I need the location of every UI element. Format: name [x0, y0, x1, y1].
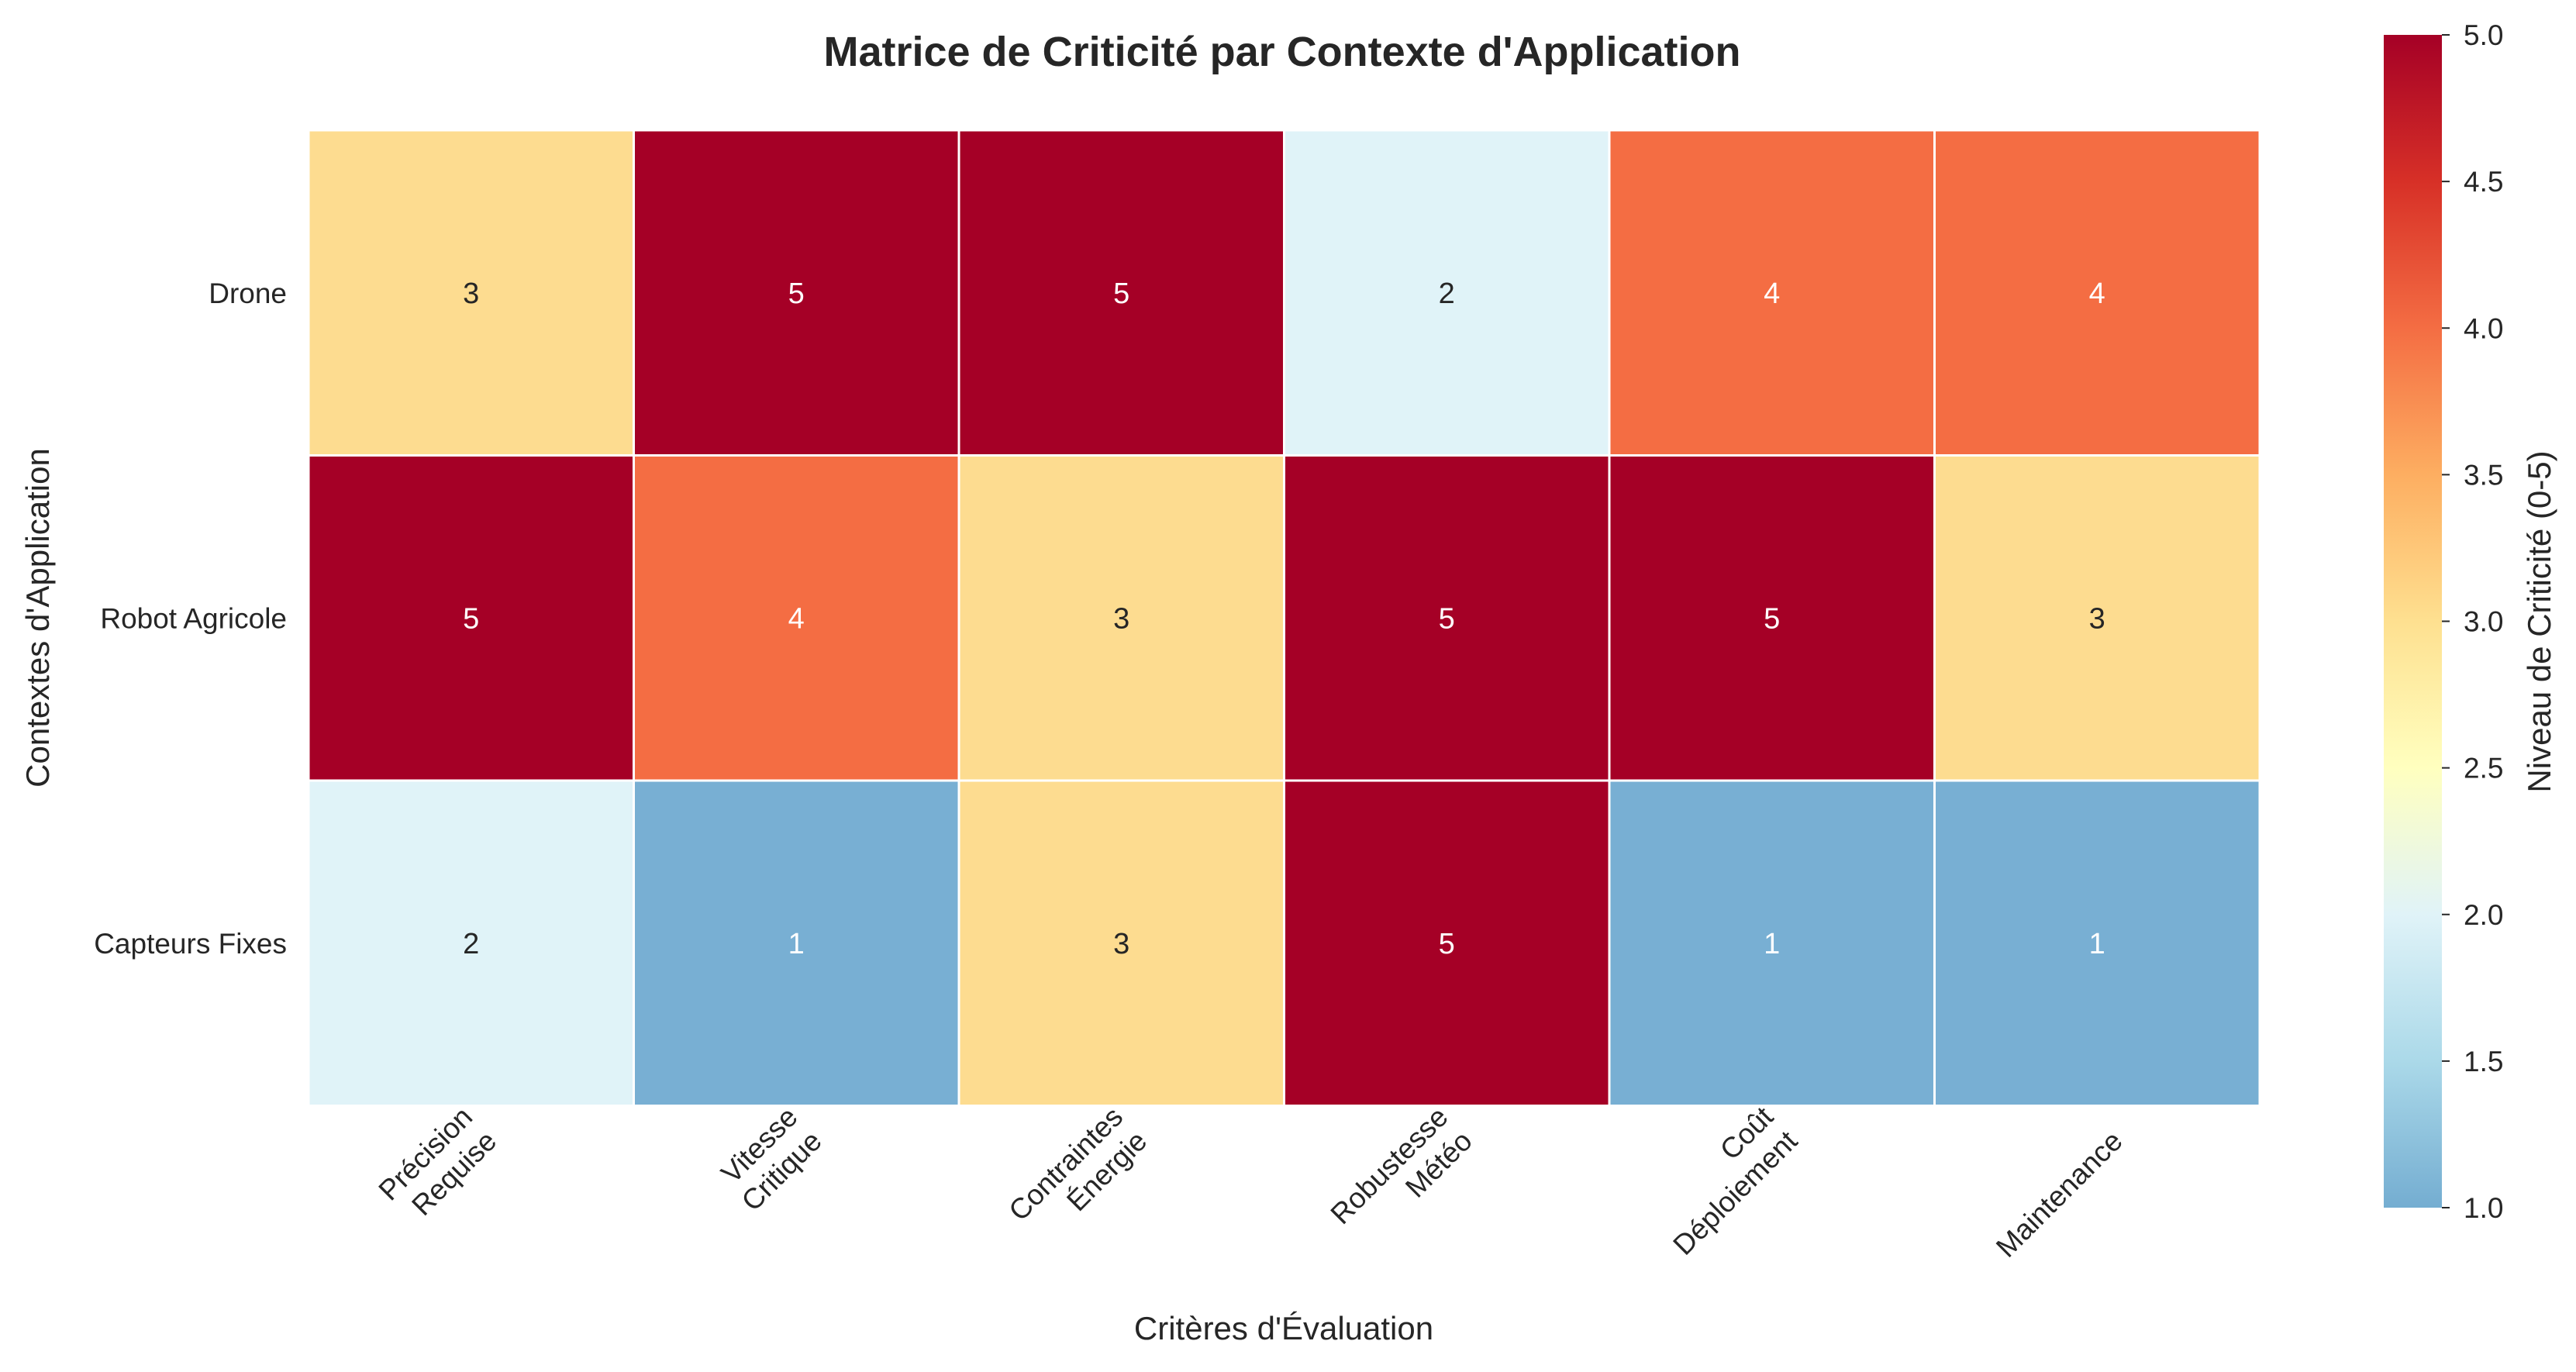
cell-value-label: 2: [463, 928, 479, 960]
heatmap-cell: [633, 129, 960, 457]
cell-value-label: 1: [1764, 928, 1780, 960]
colorbar-tick-label: 2.5: [2464, 753, 2503, 784]
cell-value-label: 5: [788, 278, 805, 310]
heatmap-cell: [957, 129, 1285, 457]
cell-value-label: 1: [788, 928, 805, 960]
x-tick-label: ContraintesÉnergie: [1002, 1101, 1153, 1251]
cell-value-label: 5: [1439, 928, 1455, 960]
colorbar-tick-label: 5.0: [2464, 19, 2503, 51]
y-tick-labels: Drone Robot Agricole Capteurs Fixes: [94, 278, 287, 960]
heatmap-cell: [1283, 129, 1611, 457]
cell-value-label: 3: [1113, 928, 1129, 960]
x-tick-label: CoûtDéploiement: [1643, 1100, 1804, 1261]
colorbar-tick-label: 1.5: [2464, 1046, 2503, 1077]
y-axis-label: Contextes d'Application: [19, 448, 56, 788]
heatmap-cells: [307, 129, 2261, 1107]
cell-value-label: 4: [2089, 278, 2105, 310]
heatmap-cell: [1933, 129, 2261, 457]
svg-text:CoûtDéploiement: CoûtDéploiement: [1643, 1100, 1804, 1261]
x-tick-label: PrécisionRequise: [373, 1101, 503, 1231]
heatmap-cell: [1608, 779, 1936, 1107]
cell-value-label: 5: [1113, 278, 1129, 310]
heatmap-cell: [1608, 129, 1936, 457]
colorbar-tick-label: 1.0: [2464, 1192, 2503, 1224]
svg-text:PrécisionRequise: PrécisionRequise: [373, 1101, 503, 1231]
heatmap-cell: [1283, 779, 1611, 1107]
heatmap-cell: [307, 129, 635, 457]
heatmap-cell: [1283, 454, 1611, 782]
cell-value-label: 4: [1764, 278, 1780, 310]
colorbar-tick-label: 4.5: [2464, 166, 2503, 198]
chart-title: Matrice de Criticité par Contexte d'Appl…: [823, 29, 1740, 75]
cell-value-label: 4: [788, 602, 805, 635]
y-tick-label: Drone: [209, 278, 287, 309]
colorbar-tick-label: 3.5: [2464, 459, 2503, 491]
svg-text:RobustesseMétéo: RobustesseMétéo: [1325, 1101, 1478, 1254]
heatmap-cell: [957, 779, 1285, 1107]
cell-value-label: 2: [1439, 278, 1455, 310]
svg-text:Maintenance: Maintenance: [1990, 1125, 2129, 1263]
colorbar-label: Niveau de Criticité (0-5): [2521, 450, 2557, 792]
colorbar-ticks: 1.0 1.5 2.0 2.5 3.0 3.5 4.0 4.5 5.0: [2442, 19, 2503, 1224]
heatmap-cell: [633, 779, 960, 1107]
heatmap-cell: [1933, 454, 2261, 782]
cell-value-label: 5: [463, 602, 479, 635]
cell-value-label: 5: [1439, 602, 1455, 635]
heatmap-cell-labels: 3 5 5 2 4 4 5 4 3 5 5 3 2 1 3 5 1 1: [463, 278, 2105, 960]
x-tick-label: Maintenance: [1990, 1125, 2129, 1263]
svg-text:VitesseCritique: VitesseCritique: [712, 1101, 828, 1217]
svg-text:ContraintesÉnergie: ContraintesÉnergie: [1002, 1101, 1153, 1251]
cell-value-label: 3: [463, 278, 479, 310]
heatmap-cell: [633, 454, 960, 782]
colorbar-tick-label: 3.0: [2464, 606, 2503, 638]
y-tick-label: Robot Agricole: [100, 602, 287, 634]
cell-value-label: 5: [1764, 602, 1780, 635]
heatmap-cell: [307, 779, 635, 1107]
cell-value-label: 1: [2089, 928, 2105, 960]
y-tick-label: Capteurs Fixes: [94, 928, 287, 960]
x-axis-label: Critères d'Évaluation: [1134, 1310, 1433, 1346]
cell-value-label: 3: [2089, 602, 2105, 635]
cell-value-label: 3: [1113, 602, 1129, 635]
heatmap-cell: [1933, 779, 2261, 1107]
x-tick-label: RobustesseMétéo: [1325, 1101, 1478, 1254]
x-tick-label: VitesseCritique: [712, 1101, 828, 1217]
colorbar-tick-label: 2.0: [2464, 899, 2503, 931]
colorbar-tick-label: 4.0: [2464, 312, 2503, 344]
colorbar: [2384, 35, 2442, 1208]
x-tick-labels: PrécisionRequise VitesseCritique Contraint…: [373, 1100, 2129, 1263]
